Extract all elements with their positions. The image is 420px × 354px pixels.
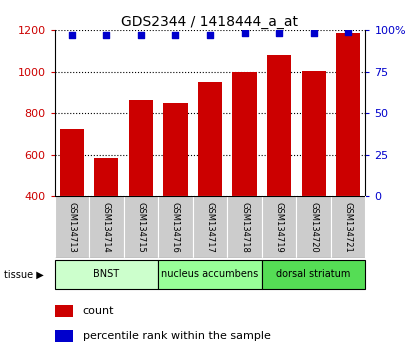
Point bbox=[103, 32, 110, 38]
Text: GSM134717: GSM134717 bbox=[205, 202, 215, 253]
Bar bbox=[232, 72, 257, 196]
Text: GSM134718: GSM134718 bbox=[240, 202, 249, 253]
Bar bbox=[331, 196, 365, 258]
Text: GSM134715: GSM134715 bbox=[136, 202, 145, 253]
Text: percentile rank within the sample: percentile rank within the sample bbox=[83, 331, 270, 341]
Text: GSM134716: GSM134716 bbox=[171, 202, 180, 253]
Bar bbox=[336, 33, 360, 196]
Text: GSM134721: GSM134721 bbox=[344, 202, 353, 253]
Text: count: count bbox=[83, 306, 114, 316]
Bar bbox=[60, 129, 84, 196]
Bar bbox=[89, 196, 123, 258]
Text: nucleus accumbens: nucleus accumbens bbox=[161, 269, 259, 279]
Point bbox=[345, 29, 352, 35]
Bar bbox=[262, 196, 297, 258]
Text: GSM134720: GSM134720 bbox=[309, 202, 318, 253]
Bar bbox=[297, 196, 331, 258]
Title: GDS2344 / 1418444_a_at: GDS2344 / 1418444_a_at bbox=[121, 15, 299, 29]
Text: tissue ▶: tissue ▶ bbox=[4, 269, 44, 279]
Text: GSM134713: GSM134713 bbox=[67, 202, 76, 253]
Bar bbox=[163, 103, 188, 196]
Bar bbox=[193, 196, 227, 258]
Bar bbox=[302, 71, 326, 196]
Point bbox=[172, 32, 179, 38]
Point bbox=[68, 32, 75, 38]
Bar bbox=[55, 330, 73, 342]
Bar bbox=[158, 196, 193, 258]
Bar bbox=[158, 260, 262, 289]
Point bbox=[138, 32, 144, 38]
Point bbox=[310, 30, 317, 36]
Bar bbox=[94, 158, 118, 196]
Text: GSM134714: GSM134714 bbox=[102, 202, 111, 253]
Bar bbox=[198, 82, 222, 196]
Point bbox=[241, 30, 248, 36]
Bar bbox=[129, 101, 153, 196]
Bar bbox=[227, 196, 262, 258]
Bar bbox=[55, 305, 73, 317]
Text: BNST: BNST bbox=[93, 269, 119, 279]
Point bbox=[276, 30, 282, 36]
Bar bbox=[262, 260, 365, 289]
Bar bbox=[55, 196, 89, 258]
Text: dorsal striatum: dorsal striatum bbox=[276, 269, 351, 279]
Text: GSM134719: GSM134719 bbox=[275, 202, 284, 253]
Point bbox=[207, 32, 213, 38]
Bar bbox=[55, 260, 158, 289]
Bar bbox=[123, 196, 158, 258]
Bar bbox=[267, 55, 291, 196]
